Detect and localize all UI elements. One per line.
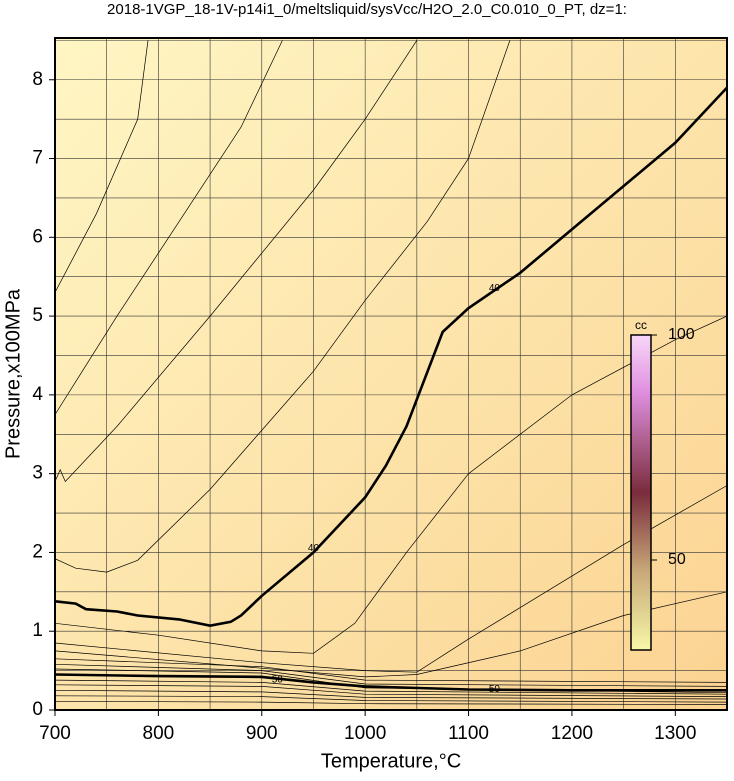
axes: 700 800 900 1000 1100 1200 1300 0 1 2 3 4 5 6 7 8 [32,69,696,744]
plot-background [55,38,727,710]
x-tick-label: 1300 [654,723,696,744]
y-tick-label: 1 [32,620,43,641]
contour [55,40,283,415]
plot-frame [54,37,728,711]
x-axis-label: Temperature,°C [321,750,461,772]
y-tick-label: 3 [32,463,43,484]
x-tick-label: 700 [39,723,71,744]
contour-label: 40 [308,543,320,554]
y-tick-label: 0 [32,699,43,720]
colorbar [630,334,652,651]
contour [55,695,727,703]
contour-label: 50 [489,684,501,695]
y-axis-label: Pressure,x100MPa [2,288,24,459]
colorbar-tick-label: 50 [668,551,686,568]
contour [55,668,727,694]
contour [55,689,727,700]
y-tick-label: 8 [32,69,43,90]
contour [55,663,727,687]
contour [55,485,727,673]
y-tick-label: 5 [32,305,43,326]
y-tick-label: 4 [32,384,43,405]
contour [55,679,727,695]
contour [55,40,511,573]
colorbar-label: cc [635,318,647,332]
chart-title: 2018-1VGP_18-1V-p14i1_0/meltsliquid/sysV… [107,1,627,18]
x-tick-label: 1000 [344,723,386,744]
y-tick-label: 6 [32,226,43,247]
y-tick-label: 2 [32,541,43,562]
contour-label: 50 [272,675,284,686]
contour [55,40,418,483]
y-tick-label: 7 [32,148,43,169]
x-tick-label: 1100 [448,723,489,744]
contour [55,700,727,705]
x-tick-label: 1200 [551,723,593,744]
contour [55,315,727,654]
contour [55,658,727,683]
contour [55,40,149,293]
contour-bold [55,86,727,628]
contour-label: 40 [489,283,501,294]
x-tick-label: 800 [143,723,175,744]
x-tick-label: 900 [246,723,278,744]
colorbar-tick-label: 100 [668,326,695,343]
contour [55,684,727,697]
